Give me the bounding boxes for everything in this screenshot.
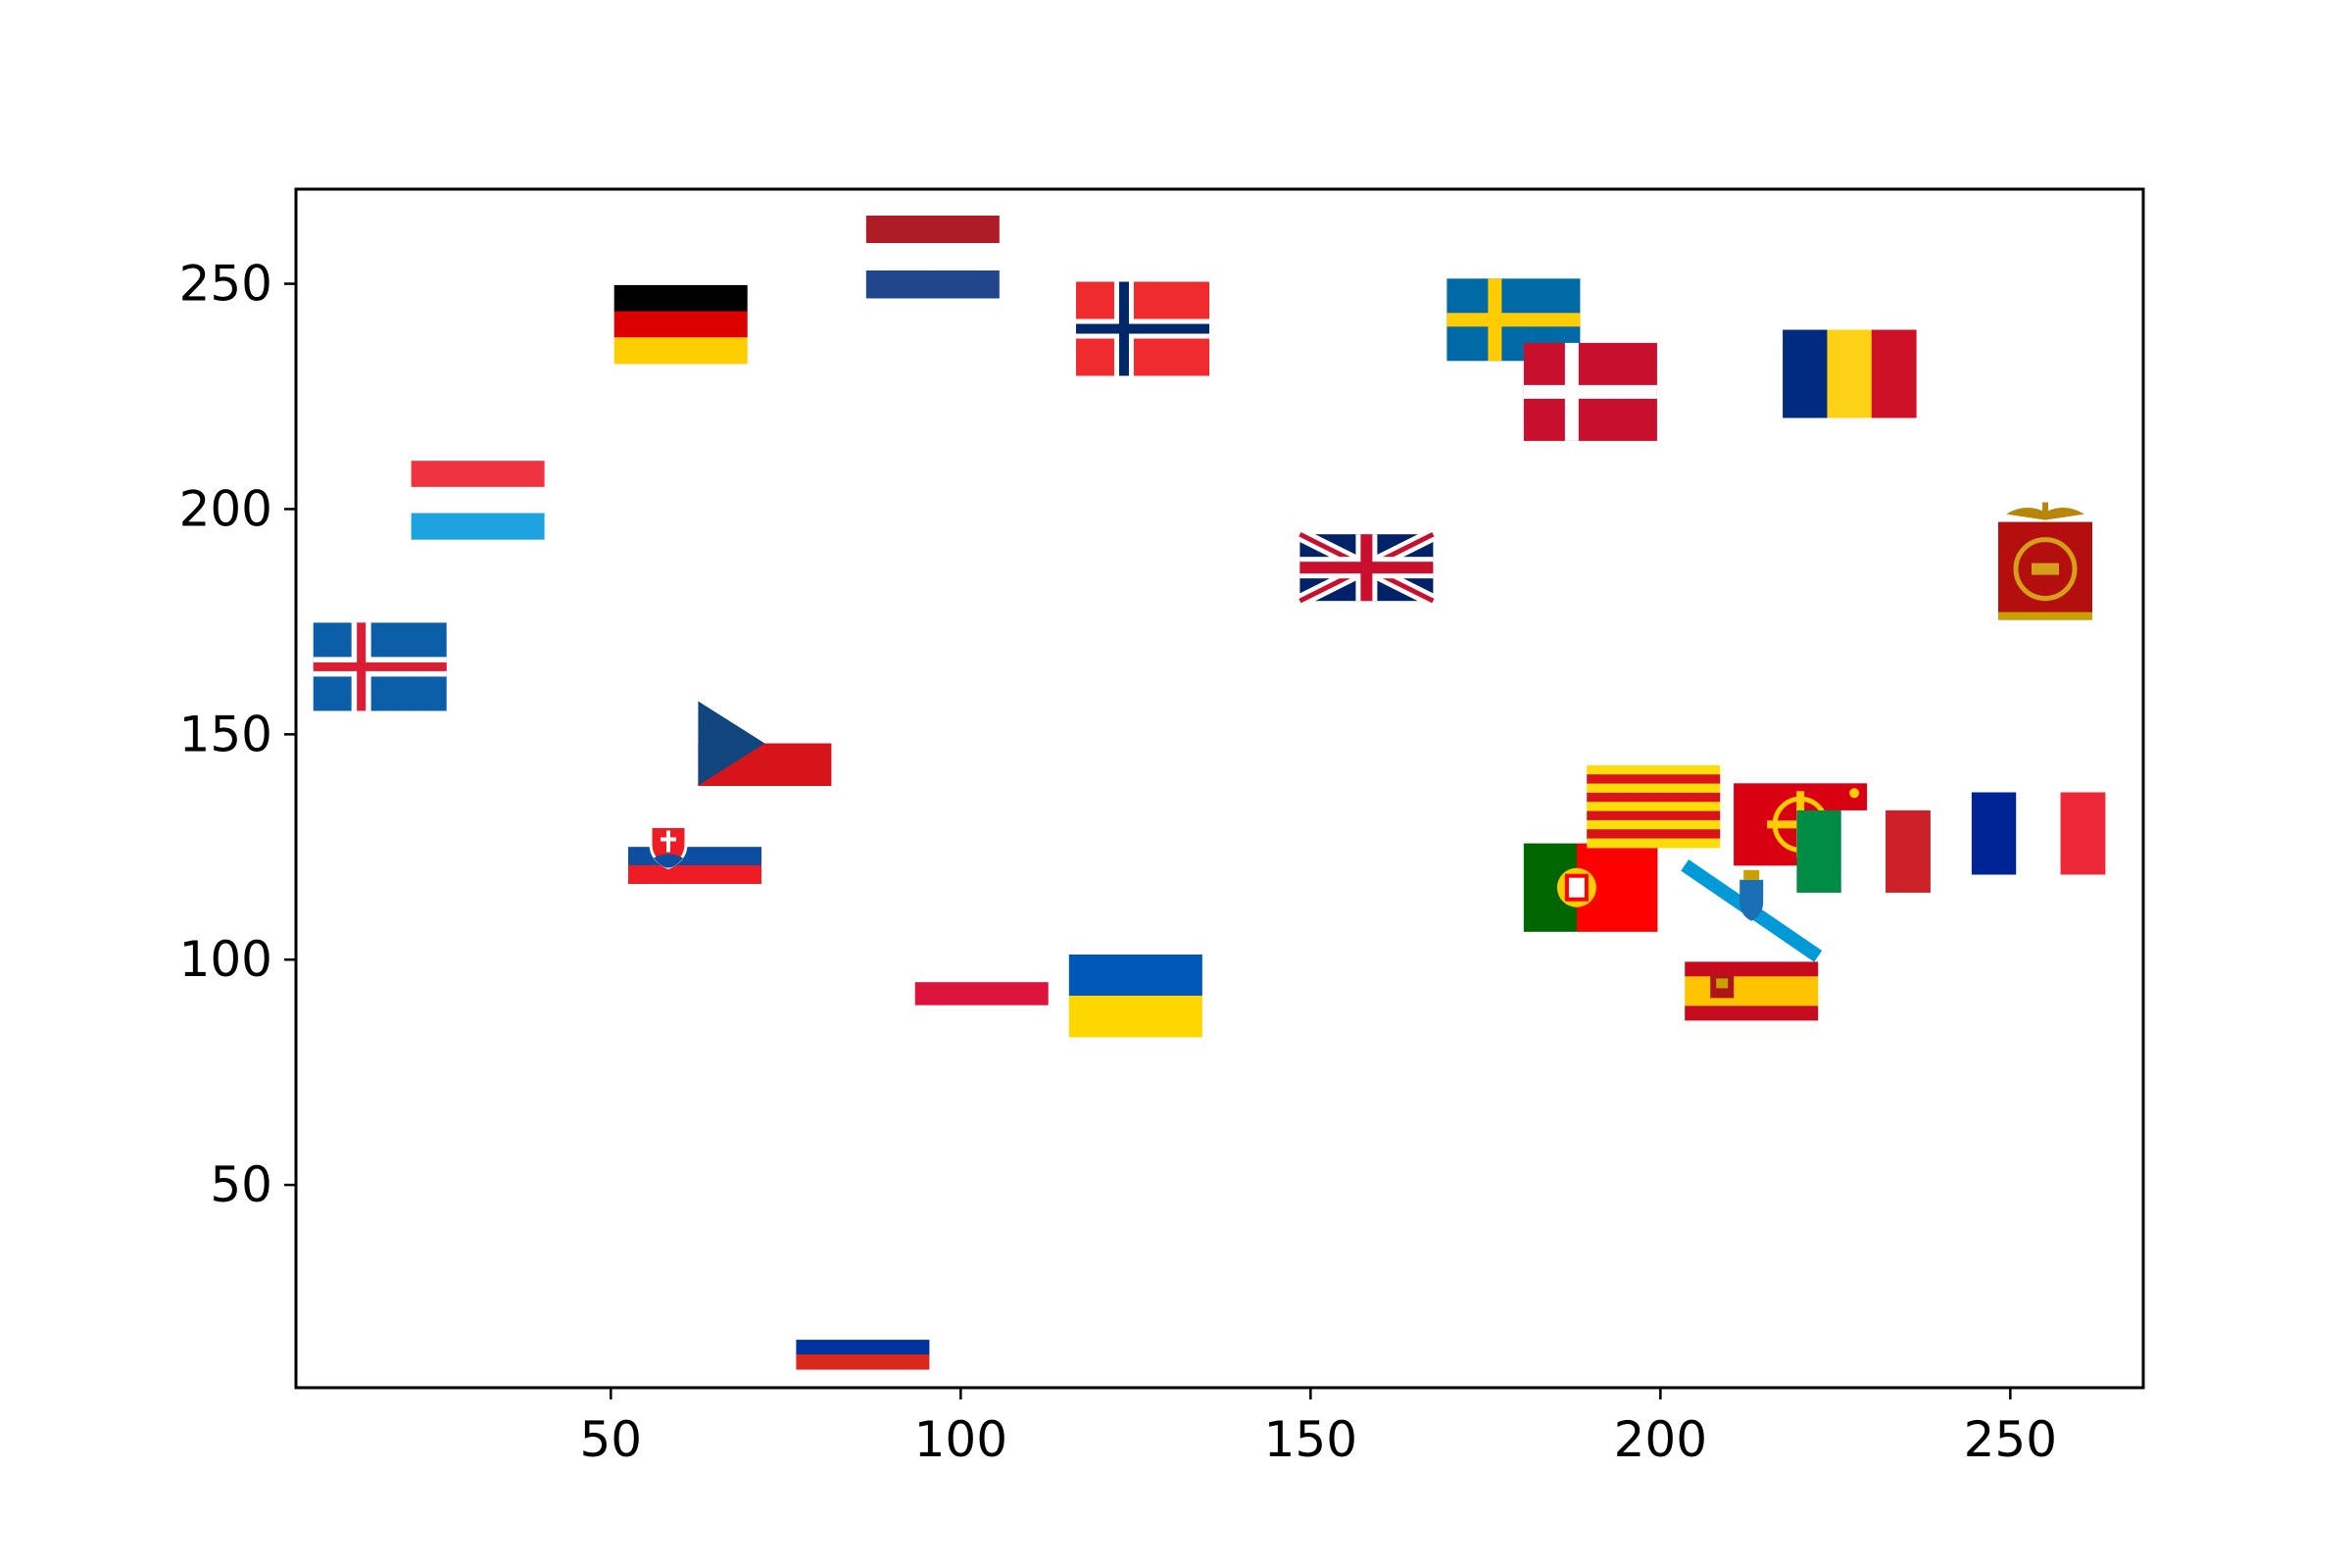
- x-tick-label: 50: [579, 1411, 642, 1468]
- x-axis: 50 100 150 200 250: [579, 1388, 2057, 1468]
- flag-iceland: [313, 622, 447, 711]
- plot-frame: [294, 187, 2145, 1390]
- flag-italy: [1796, 809, 1931, 893]
- y-tick-label: 100: [179, 931, 272, 988]
- y-tick-label: 250: [179, 256, 272, 313]
- flag-russia: [796, 1325, 930, 1370]
- flag-romania: [1783, 329, 1917, 418]
- flag-galicia: [1681, 859, 1823, 962]
- flag-spain: [1685, 961, 1819, 1021]
- flag-slovakia: [628, 825, 761, 884]
- flag-united-kingdom: [1297, 527, 1437, 608]
- flag-roman-vexillum: [1998, 502, 2092, 620]
- y-tick-label: 150: [179, 706, 272, 762]
- flag-netherlands: [865, 216, 1000, 299]
- flag-norway: [1076, 281, 1209, 376]
- flag-czech-republic: [698, 701, 832, 786]
- flag-germany: [613, 284, 748, 365]
- x-tick-label: 100: [914, 1411, 1007, 1468]
- x-tick-label: 150: [1264, 1411, 1357, 1468]
- flag-denmark: [1523, 342, 1657, 441]
- flag-markers: [313, 216, 2106, 1370]
- flag-catalonia: [1587, 764, 1721, 849]
- x-tick-label: 250: [1964, 1411, 2057, 1468]
- flag-luxembourg: [411, 461, 545, 540]
- flag-france: [1971, 792, 2106, 875]
- flag-ukraine: [1068, 955, 1202, 1038]
- y-tick-label: 200: [179, 480, 272, 537]
- flag-poland: [914, 959, 1049, 1005]
- y-axis: 50 100 150 200 250: [179, 256, 296, 1213]
- x-tick-label: 200: [1614, 1411, 1707, 1468]
- y-tick-label: 50: [210, 1156, 272, 1213]
- flag-portugal: [1523, 843, 1658, 932]
